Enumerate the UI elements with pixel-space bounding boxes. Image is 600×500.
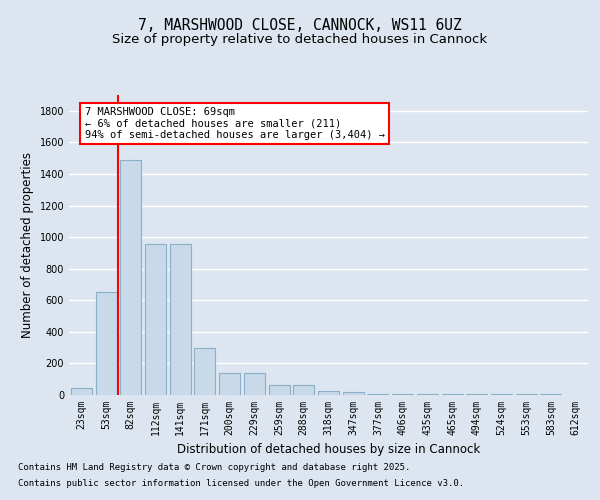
Text: 7 MARSHWOOD CLOSE: 69sqm
← 6% of detached houses are smaller (211)
94% of semi-d: 7 MARSHWOOD CLOSE: 69sqm ← 6% of detache… bbox=[85, 107, 385, 140]
Bar bbox=[442, 394, 463, 395]
Text: Size of property relative to detached houses in Cannock: Size of property relative to detached ho… bbox=[112, 32, 488, 46]
Bar bbox=[95, 292, 116, 395]
Bar bbox=[71, 388, 92, 395]
Bar bbox=[343, 392, 364, 395]
Bar bbox=[170, 244, 191, 395]
Bar bbox=[145, 244, 166, 395]
Bar bbox=[194, 348, 215, 395]
Text: Contains HM Land Registry data © Crown copyright and database right 2025.: Contains HM Land Registry data © Crown c… bbox=[18, 464, 410, 472]
Bar bbox=[417, 394, 438, 395]
Bar bbox=[219, 373, 240, 395]
Bar bbox=[491, 394, 512, 395]
Bar bbox=[120, 160, 141, 395]
Bar bbox=[293, 384, 314, 395]
Bar bbox=[392, 394, 413, 395]
Bar bbox=[269, 384, 290, 395]
Bar bbox=[244, 373, 265, 395]
Bar bbox=[367, 394, 388, 395]
Bar bbox=[516, 394, 537, 395]
Text: Contains public sector information licensed under the Open Government Licence v3: Contains public sector information licen… bbox=[18, 478, 464, 488]
Bar bbox=[318, 391, 339, 395]
Bar bbox=[466, 394, 487, 395]
Y-axis label: Number of detached properties: Number of detached properties bbox=[21, 152, 34, 338]
X-axis label: Distribution of detached houses by size in Cannock: Distribution of detached houses by size … bbox=[177, 444, 480, 456]
Bar bbox=[541, 394, 562, 395]
Text: 7, MARSHWOOD CLOSE, CANNOCK, WS11 6UZ: 7, MARSHWOOD CLOSE, CANNOCK, WS11 6UZ bbox=[138, 18, 462, 32]
